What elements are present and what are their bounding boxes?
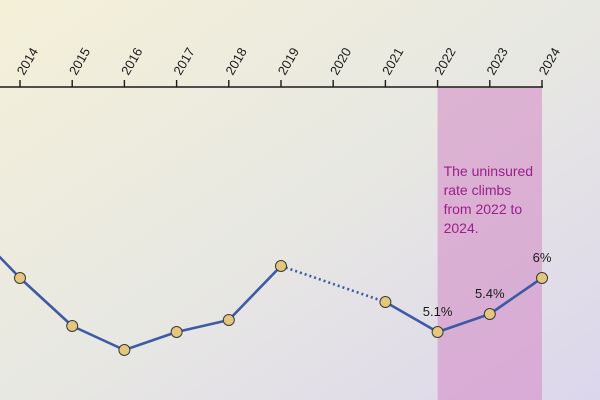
line-segment-solid-2 (384, 276, 543, 334)
data-point-2018 (222, 314, 235, 326)
data-label-2022: 5.1% (423, 304, 453, 319)
data-point-2024 (536, 272, 548, 284)
data-label-2023: 5.4% (475, 286, 505, 301)
annotation-line-3: from 2022 to (444, 201, 523, 217)
highlight-band (437, 87, 542, 400)
line-segment-dotted (280, 264, 386, 304)
data-point-2023 (483, 308, 496, 320)
annotation-line-2: rate climbs (444, 182, 512, 198)
data-point-2015 (66, 320, 79, 332)
data-point-2019 (275, 260, 287, 272)
data-label-2024: 6% (533, 250, 552, 265)
data-point-2017 (170, 326, 183, 338)
annotation: The uninsured rate climbs from 2022 to 2024… (444, 163, 534, 236)
annotation-line-1: The uninsured (444, 163, 534, 179)
data-point-2021 (379, 296, 392, 308)
data-point-2016 (118, 344, 131, 356)
data-labels: 5.1% 5.4% 6% (423, 250, 552, 319)
data-markers (14, 260, 548, 356)
annotation-line-4: 2024. (444, 220, 479, 236)
data-point-2022 (431, 326, 444, 338)
data-point-2014 (14, 272, 26, 284)
